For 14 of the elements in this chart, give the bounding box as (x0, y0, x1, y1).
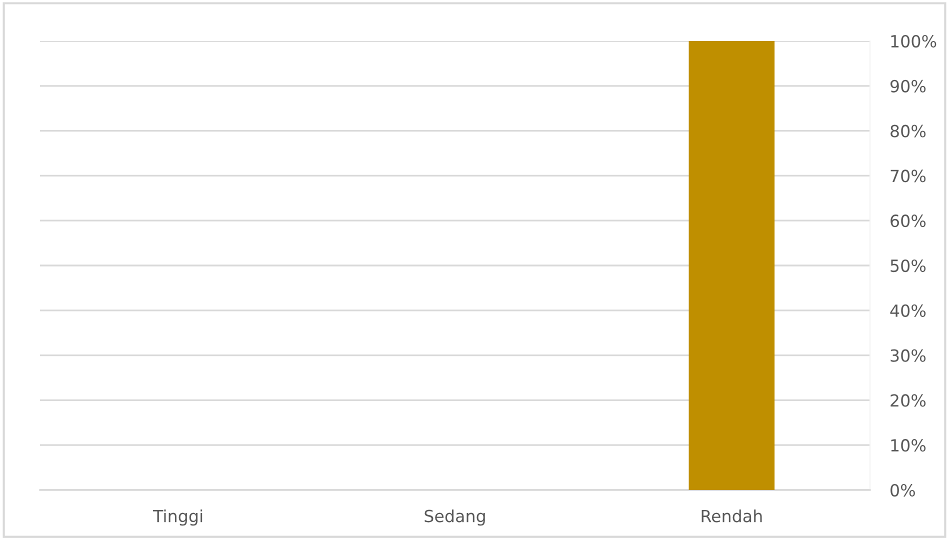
x-tick-label: Tinggi (152, 509, 202, 526)
y-tick-label: 60% (890, 214, 926, 228)
y-tick-label: 0% (890, 484, 915, 497)
y-tick-label: 10% (891, 439, 926, 452)
x-tick-label: Sedang (424, 509, 485, 526)
y-tick-label: 50% (890, 259, 926, 272)
y-tick-label: 70% (890, 170, 926, 182)
y-tick-label: 100% (891, 34, 936, 48)
y-tick-label: 90% (890, 80, 926, 92)
y-tick-label: 30% (890, 349, 926, 362)
x-tick-label: Rendah (702, 509, 762, 522)
y-tick-label: 40% (890, 304, 926, 317)
y-tick-label: 80% (890, 124, 926, 138)
y-tick-label: 20% (890, 394, 926, 407)
